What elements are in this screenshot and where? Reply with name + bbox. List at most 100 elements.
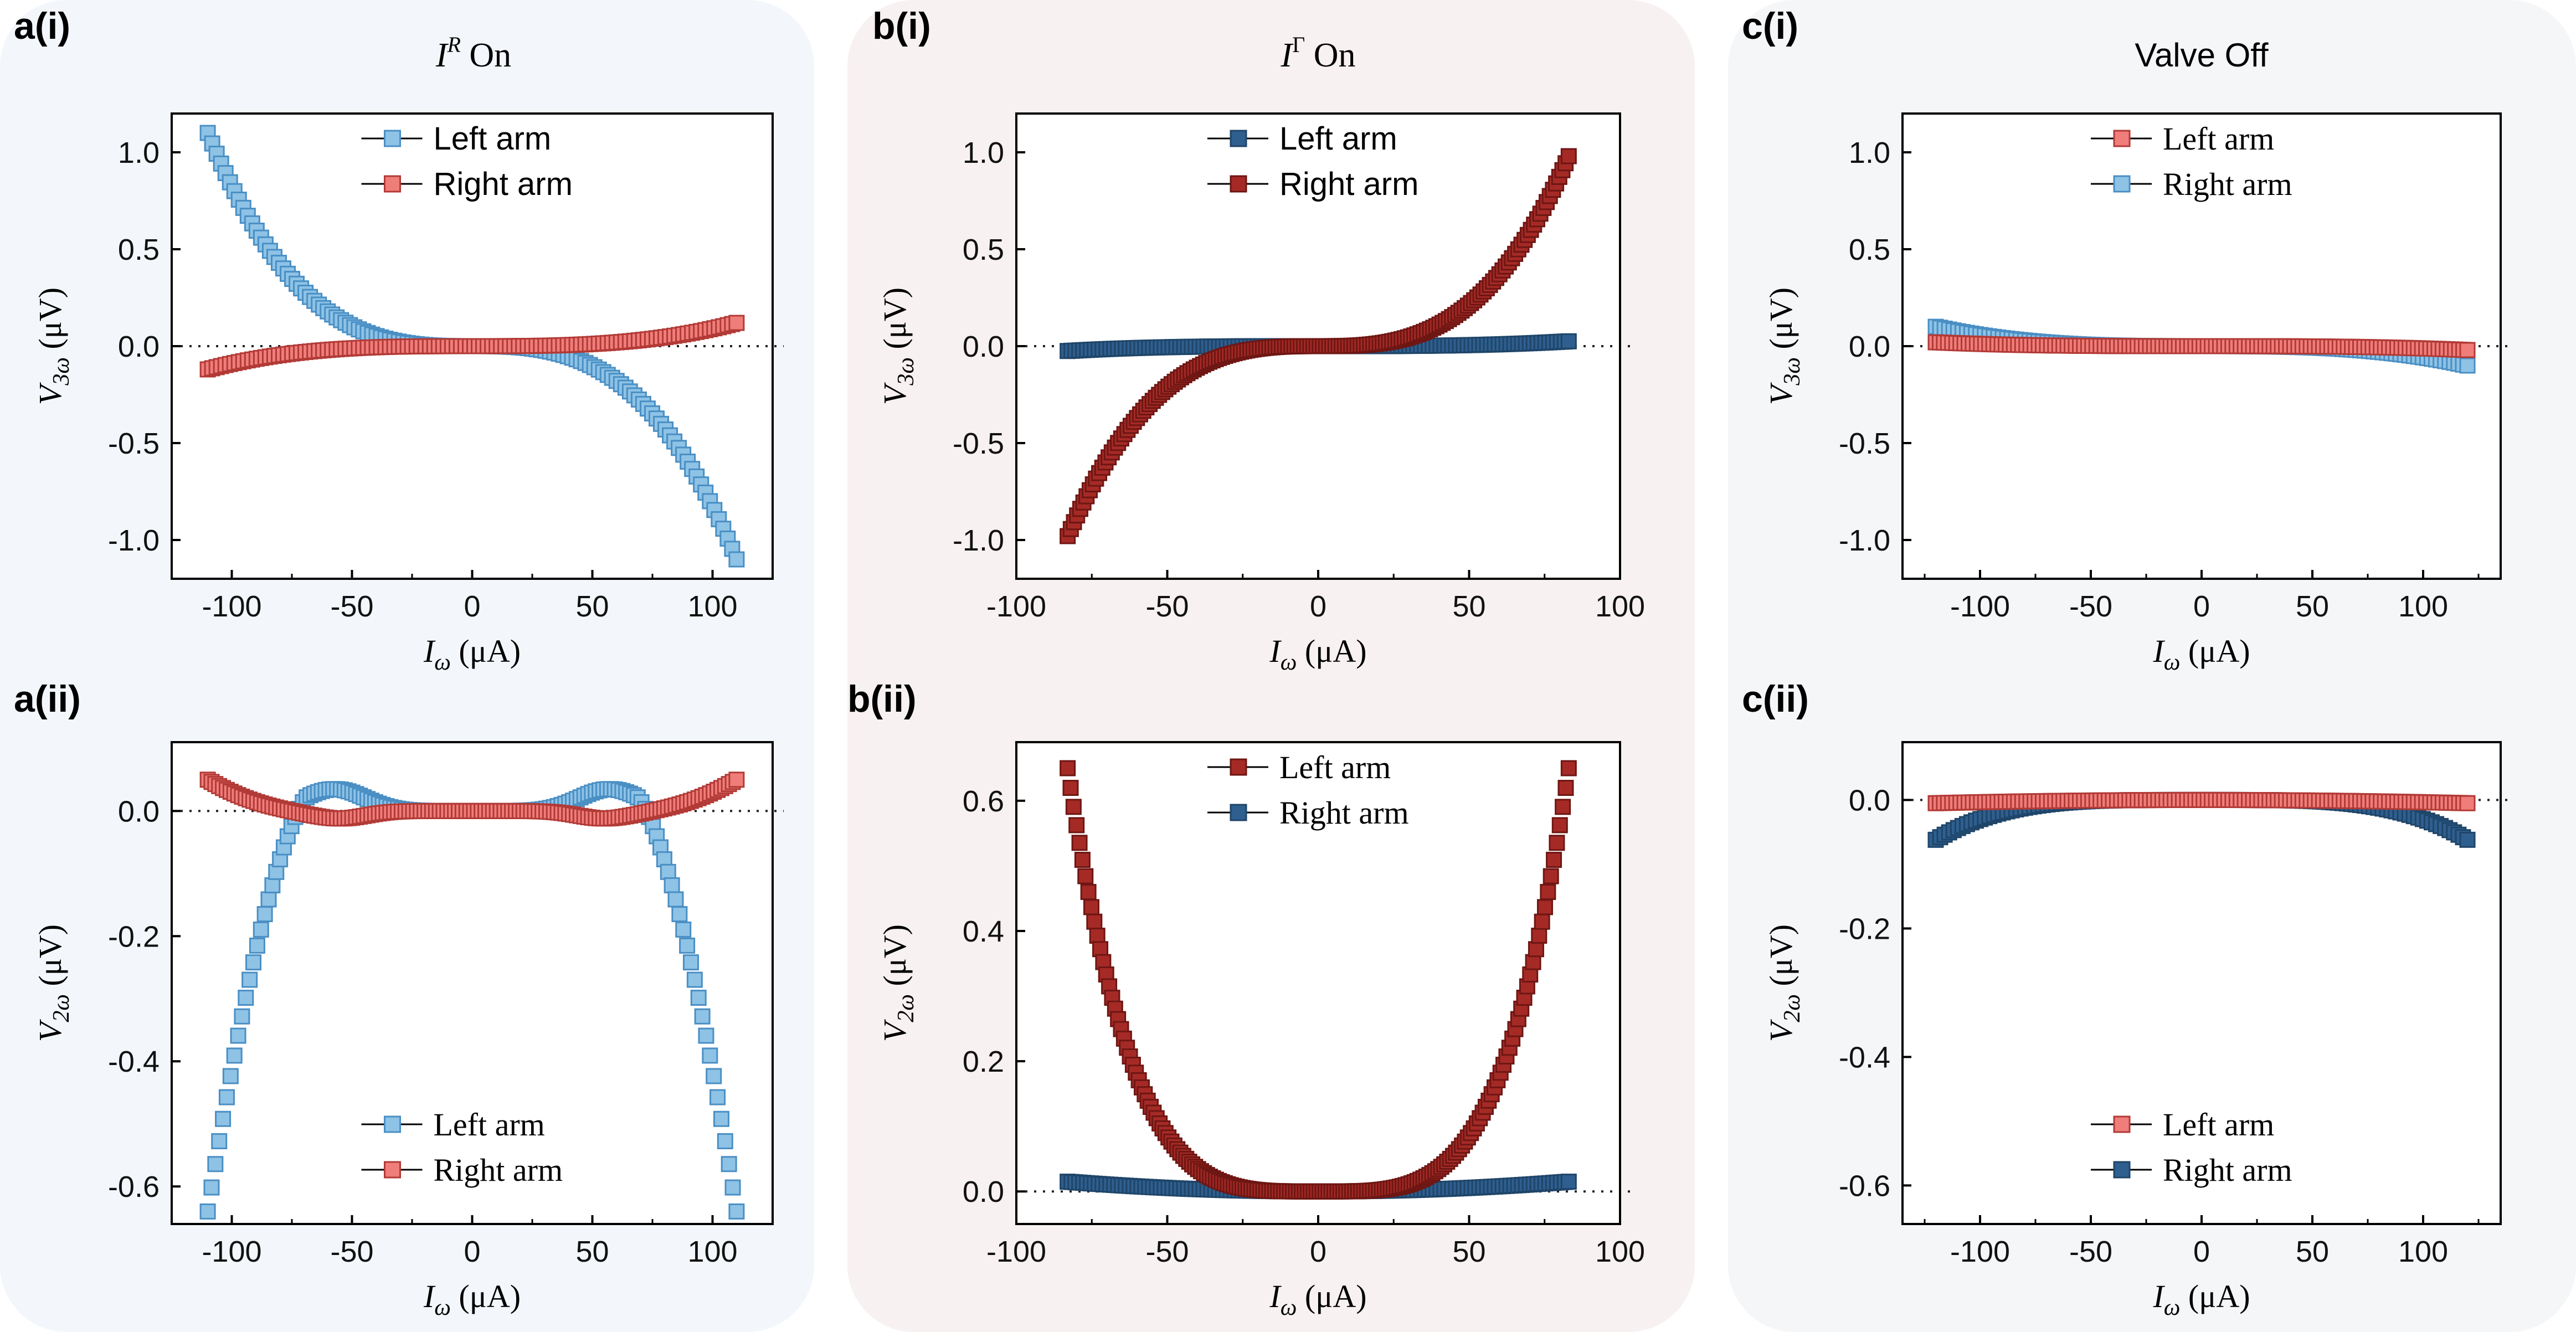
panel-title: Valve Off — [2135, 37, 2269, 74]
x-tick-label: 0 — [1310, 590, 1326, 623]
data-point — [1534, 913, 1550, 930]
legend-label: Left arm — [434, 121, 552, 157]
data-point — [2459, 342, 2476, 358]
data-point — [253, 921, 269, 938]
y-tick-label: 0.0 — [1849, 330, 1890, 363]
data-point — [1542, 868, 1559, 884]
x-axis-label: Iω (μA) — [1269, 1278, 1366, 1320]
data-point — [664, 877, 680, 893]
y-tick-label: -1.0 — [953, 524, 1004, 557]
panel-label: a(ii) — [14, 678, 81, 720]
x-tick-label: 50 — [2296, 1235, 2329, 1268]
data-point — [1068, 817, 1085, 834]
x-axis-label: Iω (μA) — [2152, 633, 2250, 675]
data-point — [1077, 868, 1094, 884]
y-tick-label: 0.6 — [963, 785, 1004, 818]
y-tick-label: -0.2 — [1839, 912, 1890, 945]
x-tick-label: 50 — [575, 590, 609, 623]
y-tick-label: 0.0 — [118, 795, 160, 828]
series-left-arm — [1927, 334, 2476, 358]
y-tick-label: 0.0 — [118, 330, 160, 363]
y-tick-label: 1.0 — [963, 136, 1004, 169]
data-point — [256, 906, 273, 923]
legend-label: Left arm — [2163, 121, 2274, 157]
y-tick-label: -0.5 — [108, 427, 160, 460]
data-point — [709, 1089, 726, 1105]
chart-bii: b(ii) -100 -50 0 50 100 0.0 0.2 0.4 0.6 Iω (μA) V2ω… — [847, 678, 1645, 1320]
y-axis-label: V3ω (μV) — [1763, 287, 1805, 405]
y-axis-label: V2ω (μV) — [32, 924, 74, 1042]
y-tick-label: 0.0 — [1849, 784, 1890, 817]
data-point — [728, 551, 745, 568]
panel-label: c(ii) — [1742, 678, 1809, 720]
legend-label: Left arm — [434, 1107, 545, 1143]
legend-label: Right arm — [1279, 795, 1409, 831]
x-tick-label: -50 — [2069, 590, 2112, 623]
data-point — [713, 1110, 729, 1127]
data-point — [230, 1027, 246, 1044]
data-point — [1089, 927, 1106, 944]
y-tick-label: 0.4 — [963, 915, 1004, 948]
legend-label: Left arm — [1279, 749, 1391, 785]
data-point — [245, 954, 262, 971]
y-tick-label: -0.6 — [108, 1170, 160, 1204]
data-point — [1531, 927, 1547, 944]
data-point — [203, 1179, 220, 1196]
data-point — [1060, 760, 1076, 776]
data-point — [660, 863, 676, 880]
legend: Left arm Right arm — [361, 1107, 563, 1188]
data-point — [690, 990, 707, 1006]
data-point — [1083, 899, 1099, 916]
data-point — [249, 937, 265, 954]
data-point — [694, 1008, 711, 1025]
data-point — [1560, 148, 1577, 164]
data-point — [671, 906, 688, 923]
x-tick-label: 100 — [687, 590, 737, 623]
data-point — [675, 921, 692, 938]
data-point — [1092, 941, 1109, 958]
x-tick-label: -50 — [2069, 1235, 2112, 1268]
y-tick-label: 0.5 — [118, 233, 160, 266]
x-tick-label: -100 — [202, 590, 261, 623]
data-point — [717, 1133, 733, 1150]
x-axis-label: Iω (μA) — [2152, 1278, 2250, 1320]
chart-aii: a(ii) -100 -50 0 50 100 -0.6 -0.4 -0.2 0.0 Iω (μA)… — [14, 678, 784, 1320]
data-point — [1551, 817, 1568, 834]
data-point — [215, 1110, 232, 1127]
data-point — [702, 1047, 718, 1064]
x-tick-label: -50 — [1145, 1235, 1189, 1268]
data-point — [728, 315, 745, 331]
data-point — [1537, 899, 1554, 916]
chart-ai: a(i) IR On -100 -50 0 50 100 -1.0 -0.5 0.0 0.5 1.0 I… — [14, 5, 784, 675]
x-axis-label: Iω (μA) — [1269, 633, 1366, 675]
chart-cii: c(ii) -100 -50 0 50 100 -0.6 -0.4 -0.2 0.0 Iω (μA)… — [1742, 678, 2512, 1320]
data-point — [199, 1203, 216, 1220]
y-tick-label: -0.5 — [1839, 427, 1890, 460]
data-point — [222, 1068, 239, 1084]
y-axis-label: V2ω (μV) — [877, 924, 919, 1042]
data-point — [1086, 913, 1103, 930]
panel-title: IR On — [435, 32, 511, 74]
panel-label: a(i) — [14, 5, 70, 47]
legend-marker — [2113, 175, 2131, 193]
legend: Left arm Right arm — [1207, 749, 1409, 831]
data-point — [264, 877, 281, 893]
legend-marker — [384, 1115, 401, 1133]
legend-label: Right arm — [2163, 166, 2292, 202]
data-point — [1555, 799, 1571, 815]
data-point — [1549, 835, 1565, 851]
legend-marker — [2113, 1115, 2131, 1133]
x-tick-label: -50 — [1145, 590, 1189, 623]
x-axis-label: Iω (μA) — [423, 633, 521, 675]
x-tick-label: -100 — [1950, 1235, 2010, 1268]
x-tick-label: 100 — [687, 1235, 737, 1268]
x-tick-label: -100 — [202, 1235, 261, 1268]
legend-marker — [384, 130, 401, 147]
y-tick-label: -0.6 — [1839, 1169, 1890, 1202]
y-tick-label: 0.5 — [1849, 233, 1890, 266]
panel-label: c(i) — [1742, 5, 1798, 47]
data-point — [1546, 851, 1562, 868]
series-right-arm — [1060, 148, 1577, 544]
data-point — [1560, 760, 1577, 776]
data-point — [234, 1008, 250, 1025]
